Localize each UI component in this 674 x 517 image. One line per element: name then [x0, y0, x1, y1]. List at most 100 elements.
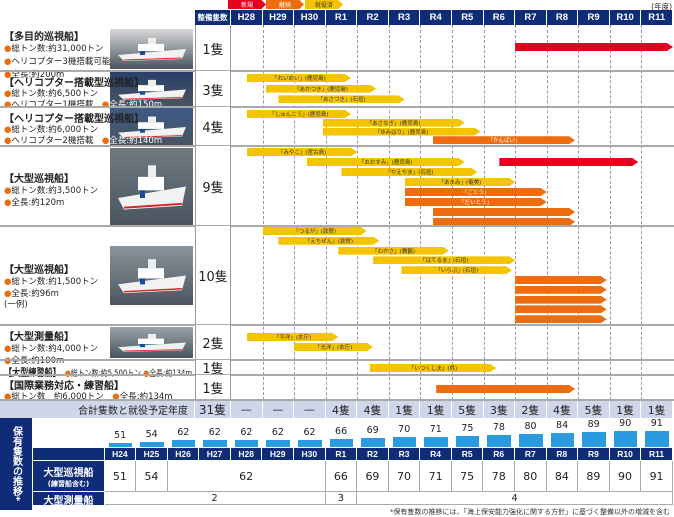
header-year: R9 — [578, 10, 610, 25]
holdings-bar — [298, 439, 322, 447]
spec: ヘリコプター3機搭載可能 — [11, 57, 111, 67]
patrol-count: 62 — [167, 461, 326, 492]
survey-count: 4 — [357, 492, 673, 505]
patrol-label: 大型巡視船 (練習船含む) — [33, 461, 104, 491]
holdings-value: 90 — [619, 418, 632, 430]
holdings-year: R3 — [388, 448, 421, 460]
spec: 全長:約134m — [119, 392, 173, 402]
schedule-bar: 「いらぶ」(石垣) — [401, 266, 511, 274]
holdings-year: H25 — [136, 448, 168, 460]
holdings-bar — [171, 439, 196, 447]
totals-year-count: — — [294, 401, 326, 418]
ship-count: 1隻 — [195, 360, 231, 377]
schedule-bar: 「わかさ」(舞鶴) — [338, 247, 448, 255]
ship-info: 【ヘリコプター搭載型巡視船】 ●総トン数:約6,500トン ●ヘリコプター1機搭載 … — [4, 74, 162, 111]
holdings-value: 84 — [556, 420, 569, 432]
holdings-value: 62 — [177, 426, 190, 438]
ship-photo — [110, 148, 193, 225]
totals-year-count: — — [262, 401, 295, 418]
legend-item: 新規 — [228, 0, 266, 9]
header-year: H30 — [294, 10, 326, 25]
ship-title: 【ヘリコプター搭載型巡視船】 — [4, 78, 144, 89]
ship-count: 1隻 — [195, 25, 231, 71]
schedule-bar: 「はてるま」(石垣) — [373, 256, 515, 264]
grid-line — [609, 25, 611, 400]
holdings-bar — [613, 431, 638, 447]
totals-count: 31隻 — [195, 401, 231, 418]
grid-line — [578, 25, 580, 400]
holdings-bar — [424, 437, 448, 447]
holdings-bar — [487, 434, 511, 447]
schedule-bar: 「ゆみはり」(鹿児島) — [323, 128, 481, 136]
ship-info: 【大型測量船】 ●総トン数:約4,000トン ●全長:約100m — [4, 328, 98, 367]
spec: 全長:約96m — [11, 289, 59, 299]
header-year: R11 — [641, 10, 673, 25]
holdings-title: 保有隻数の推移* — [0, 418, 32, 510]
ship-count: 1隻 — [195, 375, 231, 400]
schedule-bar: 「いつくしま」(呉) — [370, 364, 496, 372]
holdings-value: 70 — [398, 424, 411, 436]
grid-line — [357, 25, 359, 400]
patrol-count: 89 — [578, 461, 610, 492]
spec: 全長:約140m — [109, 136, 163, 146]
schedule-bar: 「だいとう」 — [405, 198, 547, 206]
ship-title: 【大型練習船】 — [4, 368, 61, 379]
holdings-bar — [234, 439, 259, 447]
holdings-bar — [645, 431, 669, 447]
schedule-bar: 「あまみ」(奄美) — [405, 178, 515, 186]
ship-title: 【大型測量船】 — [4, 332, 74, 343]
holdings-year: R7 — [515, 448, 547, 460]
holdings-value: 78 — [492, 421, 505, 433]
header-count: 整備隻数 — [195, 10, 231, 25]
spec: 全長:約120m — [11, 198, 65, 208]
row-divider — [0, 106, 674, 108]
schedule-bar — [515, 286, 607, 294]
legend-item: 継続 — [266, 0, 304, 9]
survey-label: 大型測量船 — [33, 492, 104, 507]
patrol-count: 90 — [609, 461, 642, 492]
grid-line — [325, 25, 327, 400]
holdings-value: 66 — [335, 425, 348, 437]
totals-label: 合計隻数と就役予定年度 — [0, 401, 195, 418]
ship-info: 【大型巡視船】 ●総トン数:約1,500トン ●全長:約96m (一例) — [4, 261, 98, 311]
header-year: R5 — [451, 10, 484, 25]
schedule-bar: 「ごとう」 — [405, 188, 547, 196]
header-year: R6 — [483, 10, 516, 25]
schedule-bar — [515, 296, 607, 304]
patrol-count: 78 — [483, 461, 515, 492]
schedule-bar: 「かんばい」 — [433, 136, 575, 144]
grid-line — [641, 25, 643, 400]
ship-photo — [110, 72, 193, 107]
header-year: R8 — [546, 10, 579, 25]
schedule-bar: 「つるが」(敦賀) — [263, 227, 367, 235]
holdings-value: 62 — [240, 426, 253, 438]
holdings-bar — [455, 435, 480, 447]
row-divider — [0, 225, 674, 227]
schedule-bar — [515, 43, 673, 51]
survey-count: 3 — [325, 492, 358, 505]
row-divider — [0, 399, 674, 401]
ship-info: 【ヘリコプター搭載型巡視船】 ●総トン数:約6,000トン ●ヘリコプター2機搭載 … — [4, 110, 162, 147]
ship-count: 9隻 — [195, 146, 231, 226]
holdings-value: 71 — [429, 424, 442, 435]
ship-icon — [118, 38, 186, 61]
row-divider — [0, 70, 674, 72]
header-year: R10 — [609, 10, 642, 25]
schedule-bar — [515, 315, 607, 323]
footnote: *保有隻数の推移には、「海上保安能力強化に関する方針」に基づく整備以外の増減を含… — [390, 508, 670, 516]
totals-year-count: 4隻 — [546, 401, 579, 418]
schedule-bar — [433, 208, 575, 216]
totals-year-count: 5隻 — [578, 401, 610, 418]
schedule-bar: 「おおすみ」(鹿児島) — [307, 158, 465, 166]
holdings-year: R8 — [546, 448, 579, 460]
patrol-count: 51 — [104, 461, 137, 492]
ship-photo — [110, 108, 193, 146]
holdings-value: 51 — [114, 430, 127, 441]
grid-line — [262, 25, 264, 400]
holdings-value: 89 — [587, 418, 600, 430]
note: (一例) — [4, 300, 28, 310]
row-divider — [0, 374, 674, 376]
patrol-count: 75 — [451, 461, 484, 492]
holdings-bar — [361, 437, 385, 447]
patrol-count: 84 — [546, 461, 579, 492]
